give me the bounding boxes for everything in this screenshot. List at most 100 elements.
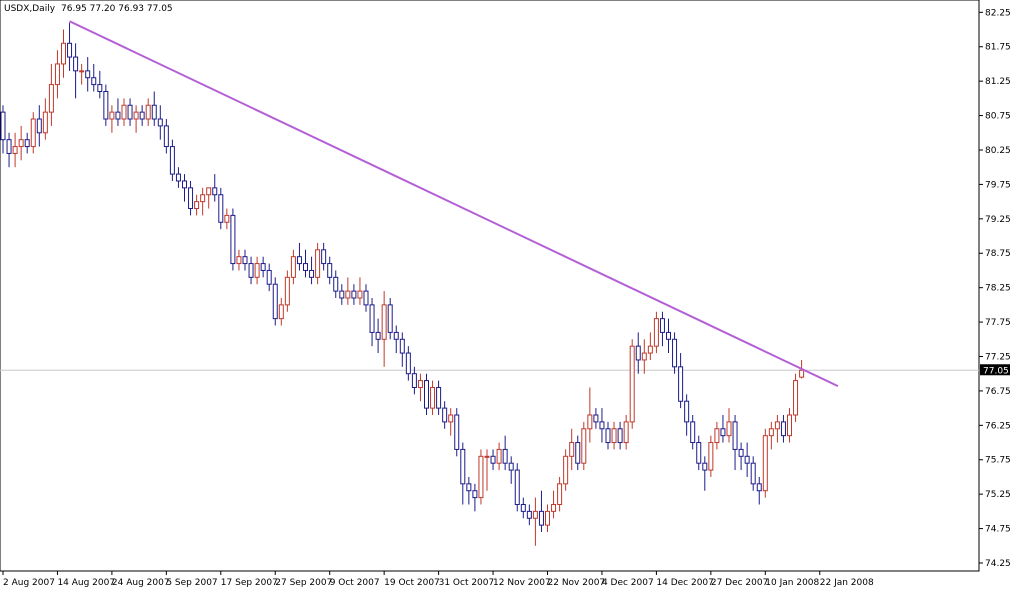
candle[interactable]: [127, 98, 133, 126]
candle[interactable]: [91, 63, 97, 92]
candle[interactable]: [206, 187, 212, 209]
candle[interactable]: [732, 415, 738, 471]
candle[interactable]: [684, 394, 690, 436]
candle[interactable]: [175, 167, 181, 188]
candle[interactable]: [672, 332, 678, 374]
candle[interactable]: [151, 91, 157, 126]
candle[interactable]: [248, 256, 254, 285]
candle[interactable]: [617, 421, 623, 450]
candle[interactable]: [212, 174, 218, 202]
candle[interactable]: [109, 105, 115, 133]
candle[interactable]: [472, 483, 478, 512]
candle[interactable]: [12, 132, 18, 168]
candle[interactable]: [551, 490, 557, 519]
candle[interactable]: [351, 284, 357, 305]
candle[interactable]: [629, 339, 635, 429]
candle[interactable]: [97, 70, 103, 99]
candle[interactable]: [24, 132, 30, 154]
candle[interactable]: [702, 456, 708, 491]
candle[interactable]: [266, 263, 272, 292]
candle[interactable]: [599, 408, 605, 443]
candle[interactable]: [460, 442, 466, 505]
candle[interactable]: [430, 380, 436, 416]
candle[interactable]: [587, 387, 593, 443]
candle[interactable]: [436, 380, 442, 416]
candle[interactable]: [708, 435, 714, 477]
candle[interactable]: [502, 435, 508, 471]
candle[interactable]: [424, 373, 429, 416]
candle[interactable]: [169, 139, 175, 181]
trendline[interactable]: [69, 20, 839, 387]
candle[interactable]: [333, 270, 339, 298]
candle[interactable]: [121, 98, 127, 126]
candle[interactable]: [79, 63, 85, 85]
candle[interactable]: [375, 318, 381, 354]
candle[interactable]: [448, 408, 454, 436]
candle[interactable]: [139, 105, 145, 126]
candle[interactable]: [85, 57, 91, 92]
candle[interactable]: [230, 208, 236, 271]
candle[interactable]: [115, 98, 121, 126]
candle[interactable]: [393, 325, 399, 354]
candle[interactable]: [605, 421, 611, 450]
candle[interactable]: [6, 132, 12, 168]
candle[interactable]: [478, 449, 484, 505]
candle[interactable]: [756, 476, 762, 505]
candle[interactable]: [284, 270, 290, 312]
candle[interactable]: [309, 256, 315, 285]
candle[interactable]: [442, 401, 448, 429]
candle[interactable]: [260, 256, 266, 278]
candle[interactable]: [417, 373, 423, 402]
candle[interactable]: [520, 497, 526, 519]
candle[interactable]: [714, 421, 720, 450]
candle[interactable]: [303, 249, 308, 278]
candle[interactable]: [327, 256, 333, 285]
candle[interactable]: [581, 421, 587, 471]
candle[interactable]: [42, 98, 48, 140]
candle[interactable]: [236, 249, 242, 271]
candle[interactable]: [30, 112, 36, 154]
candle[interactable]: [744, 442, 750, 477]
candle[interactable]: [690, 415, 696, 450]
candle[interactable]: [218, 187, 224, 230]
candle[interactable]: [774, 415, 780, 443]
candle[interactable]: [750, 456, 756, 491]
candle[interactable]: [647, 332, 653, 360]
candle[interactable]: [508, 456, 514, 484]
candle[interactable]: [678, 353, 684, 409]
candle[interactable]: [315, 242, 321, 285]
candle[interactable]: [296, 242, 302, 271]
candle[interactable]: [569, 428, 575, 471]
candle[interactable]: [496, 442, 502, 471]
candle[interactable]: [145, 98, 151, 126]
candle[interactable]: [242, 249, 248, 271]
candle[interactable]: [48, 63, 54, 126]
candle[interactable]: [36, 105, 42, 147]
candle[interactable]: [666, 318, 671, 354]
candle[interactable]: [623, 415, 629, 450]
candle[interactable]: [321, 242, 327, 271]
candle[interactable]: [593, 408, 599, 429]
candle[interactable]: [157, 105, 163, 140]
candle[interactable]: [18, 125, 24, 161]
candle[interactable]: [726, 408, 732, 443]
candle[interactable]: [787, 408, 792, 443]
candle[interactable]: [363, 284, 369, 312]
candle[interactable]: [762, 428, 768, 498]
candle[interactable]: [466, 476, 472, 505]
candle[interactable]: [133, 105, 139, 133]
candle[interactable]: [653, 311, 659, 354]
candle[interactable]: [387, 297, 393, 340]
candle[interactable]: [54, 50, 60, 99]
candle[interactable]: [611, 421, 617, 450]
candle[interactable]: [200, 187, 206, 216]
candle[interactable]: [514, 463, 520, 512]
candle[interactable]: [224, 208, 230, 230]
candle[interactable]: [278, 297, 284, 326]
candle[interactable]: [411, 366, 417, 395]
candle[interactable]: [454, 408, 460, 457]
candle[interactable]: [182, 174, 187, 202]
candle[interactable]: [272, 277, 278, 326]
candle[interactable]: [0, 105, 6, 154]
